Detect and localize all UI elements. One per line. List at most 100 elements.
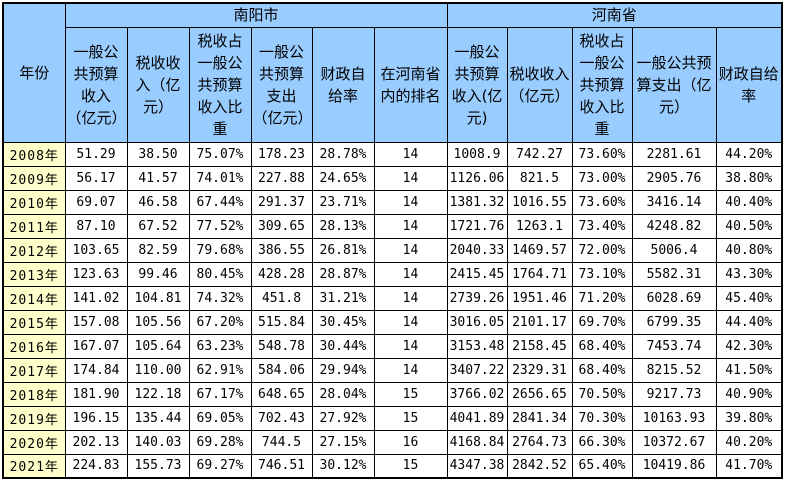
table-cell: 821.5 xyxy=(506,165,573,191)
table-cell: 30.12% xyxy=(311,453,375,479)
table-cell: 38.50 xyxy=(126,141,190,167)
table-row: 2012年 103.65 82.59 79.68% 386.55 26.81% 14 2040… xyxy=(2,237,783,263)
table-cell: 80.45% xyxy=(188,261,252,287)
table-cell: 56.17 xyxy=(64,165,128,191)
year-cell: 2021年 xyxy=(2,453,66,479)
table-cell: 123.63 xyxy=(64,261,128,287)
year-cell: 2009年 xyxy=(2,165,66,191)
table-cell: 2415.45 xyxy=(446,261,508,287)
table-cell: 14 xyxy=(373,261,448,287)
table-cell: 38.80% xyxy=(715,165,783,191)
table-cell: 1951.46 xyxy=(506,285,573,311)
table-cell: 43.30% xyxy=(715,261,783,287)
table-cell: 73.40% xyxy=(571,213,633,239)
table-cell: 14 xyxy=(373,309,448,335)
table-cell: 23.71% xyxy=(311,189,375,215)
year-cell: 2020年 xyxy=(2,429,66,455)
table-cell: 4347.38 xyxy=(446,453,508,479)
table-cell: 744.5 xyxy=(250,429,313,455)
table-cell: 63.23% xyxy=(188,333,252,359)
year-cell: 2016年 xyxy=(2,333,66,359)
table-cell: 99.46 xyxy=(126,261,190,287)
table-cell: 41.57 xyxy=(126,165,190,191)
table-cell: 40.80% xyxy=(715,237,783,263)
table-cell: 14 xyxy=(373,213,448,239)
table-cell: 3416.14 xyxy=(631,189,717,215)
table-cell: 1016.55 xyxy=(506,189,573,215)
table-cell: 105.64 xyxy=(126,333,190,359)
table-cell: 24.65% xyxy=(311,165,375,191)
column-header: 财政自给率 xyxy=(715,26,783,143)
table-cell: 15 xyxy=(373,405,448,431)
table-cell: 71.20% xyxy=(571,285,633,311)
table-cell: 451.8 xyxy=(250,285,313,311)
table-cell: 65.40% xyxy=(571,453,633,479)
table-cell: 14 xyxy=(373,285,448,311)
table-cell: 87.10 xyxy=(64,213,128,239)
table-cell: 2329.31 xyxy=(506,357,573,383)
table-row: 2011年 87.10 67.52 77.52% 309.65 28.13% 14 1721.… xyxy=(2,213,783,239)
table-cell: 742.27 xyxy=(506,141,573,167)
table-cell: 69.27% xyxy=(188,453,252,479)
table-cell: 122.18 xyxy=(126,381,190,407)
table-cell: 181.90 xyxy=(64,381,128,407)
table-cell: 2905.76 xyxy=(631,165,717,191)
column-header: 税收占一般公共预算收入比重 xyxy=(188,26,252,143)
column-header: 税收收入（亿元） xyxy=(506,26,573,143)
table-cell: 178.23 xyxy=(250,141,313,167)
table-cell: 14 xyxy=(373,237,448,263)
table-row: 2018年 181.90 122.18 67.17% 648.65 28.04% 15 376… xyxy=(2,381,783,407)
column-header-row: 一般公共预算收入（亿元） 税收收入（亿元） 税收占一般公共预算收入比重 一般公共预算支… xyxy=(3,26,783,143)
table-cell: 2841.34 xyxy=(506,405,573,431)
table-cell: 4041.89 xyxy=(446,405,508,431)
table-cell: 6799.35 xyxy=(631,309,717,335)
table-cell: 16 xyxy=(373,429,448,455)
table-cell: 15 xyxy=(373,381,448,407)
table-cell: 227.88 xyxy=(250,165,313,191)
table-cell: 105.56 xyxy=(126,309,190,335)
table-header: 年份 南阳市 河南省 一般公共预算收入（亿元） 税收收入（亿元） 税收占一般公共预算… xyxy=(2,2,783,143)
table-cell: 10372.67 xyxy=(631,429,717,455)
year-cell: 2014年 xyxy=(2,285,66,311)
table-cell: 69.70% xyxy=(571,309,633,335)
year-column-header: 年份 xyxy=(2,2,66,143)
table-cell: 67.52 xyxy=(126,213,190,239)
table-row: 2015年 157.08 105.56 67.20% 515.84 30.45% 14 301… xyxy=(2,309,783,335)
table-cell: 157.08 xyxy=(64,309,128,335)
table-cell: 140.03 xyxy=(126,429,190,455)
year-cell: 2013年 xyxy=(2,261,66,287)
table-cell: 82.59 xyxy=(126,237,190,263)
table-cell: 45.40% xyxy=(715,285,783,311)
table-cell: 46.58 xyxy=(126,189,190,215)
table-cell: 3766.02 xyxy=(446,381,508,407)
table-cell: 9217.73 xyxy=(631,381,717,407)
table-row: 2008年 51.29 38.50 75.07% 178.23 28.78% 14 1008.… xyxy=(2,141,783,167)
group-header-row: 年份 南阳市 河南省 xyxy=(2,2,783,143)
table-cell: 73.60% xyxy=(571,189,633,215)
table-cell: 6028.69 xyxy=(631,285,717,311)
table-cell: 40.90% xyxy=(715,381,783,407)
table-cell: 62.91% xyxy=(188,357,252,383)
table-cell: 155.73 xyxy=(126,453,190,479)
year-cell: 2015年 xyxy=(2,309,66,335)
table-cell: 2842.52 xyxy=(506,453,573,479)
table-cell: 27.92% xyxy=(311,405,375,431)
table-cell: 70.30% xyxy=(571,405,633,431)
table-cell: 29.94% xyxy=(311,357,375,383)
table-cell: 1381.32 xyxy=(446,189,508,215)
year-cell: 2012年 xyxy=(2,237,66,263)
table-cell: 74.32% xyxy=(188,285,252,311)
table-cell: 110.00 xyxy=(126,357,190,383)
table-cell: 202.13 xyxy=(64,429,128,455)
table-row: 2016年 167.07 105.64 63.23% 548.78 30.44% 14 315… xyxy=(2,333,783,359)
table-cell: 79.68% xyxy=(188,237,252,263)
table-cell: 2739.26 xyxy=(446,285,508,311)
table-cell: 7453.74 xyxy=(631,333,717,359)
table-cell: 5006.4 xyxy=(631,237,717,263)
table-cell: 386.55 xyxy=(250,237,313,263)
table-cell: 77.52% xyxy=(188,213,252,239)
table-cell: 1721.76 xyxy=(446,213,508,239)
table-cell: 66.30% xyxy=(571,429,633,455)
table-cell: 3016.05 xyxy=(446,309,508,335)
